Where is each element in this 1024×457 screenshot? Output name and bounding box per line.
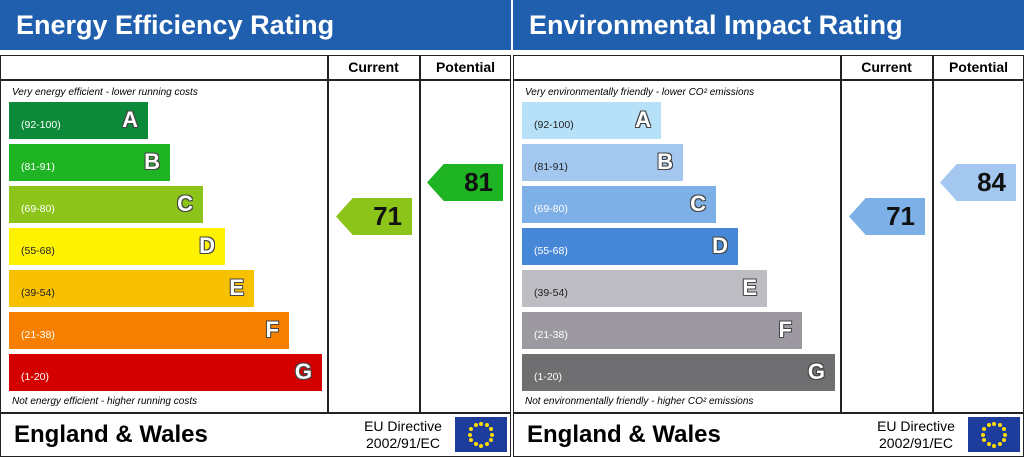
flag-star	[484, 422, 489, 427]
panel-title: Environmental Impact Rating	[513, 0, 1024, 50]
header-rule	[513, 79, 1024, 81]
rating-band: (92-100) A	[9, 102, 148, 139]
flag-star	[1001, 438, 1006, 442]
band-range: (92-100)	[534, 119, 574, 131]
col-rule	[840, 55, 842, 413]
eu-flag	[968, 417, 1020, 452]
flag-star	[992, 421, 996, 426]
flag-star	[479, 421, 483, 426]
bottom-note: Not energy efficient - higher running co…	[12, 396, 198, 407]
top-note: Very energy efficient - lower running co…	[12, 87, 198, 98]
band-letter: D	[199, 233, 215, 258]
band-letter: A	[635, 107, 651, 132]
col-rule	[327, 55, 329, 413]
flag-star	[997, 442, 1002, 447]
rating-band: (69-80) C	[9, 186, 203, 223]
rating-band: (39-54) E	[522, 270, 767, 307]
region: England & Wales	[527, 421, 721, 448]
band-range: (69-80)	[21, 203, 55, 215]
header-rule	[0, 79, 511, 81]
rating-band: (55-68) D	[522, 228, 738, 265]
flag-star	[981, 432, 985, 437]
flag-star	[479, 443, 483, 448]
band-letter: B	[657, 149, 673, 174]
rating-band: (1-20) G	[9, 354, 322, 391]
flag-star	[982, 438, 987, 442]
band-range: (81-91)	[21, 161, 55, 173]
band-range: (21-38)	[534, 329, 568, 341]
column-header: Current	[348, 59, 399, 75]
directive: 2002/91/EC	[879, 435, 953, 451]
potential-rating: 81	[427, 164, 503, 201]
current-rating: 71	[849, 198, 925, 235]
rating-band: (81-91) B	[522, 144, 683, 181]
flag-star	[490, 432, 494, 437]
footer-rule	[0, 412, 511, 414]
flag-star	[982, 427, 987, 431]
column-header: Current	[861, 59, 912, 75]
flag-star	[1003, 432, 1007, 437]
band-letter: G	[294, 359, 312, 384]
flag-star	[484, 442, 489, 447]
flag-star	[992, 443, 996, 448]
band-letter: C	[177, 191, 193, 216]
flag-star	[469, 427, 474, 431]
band-letter: E	[742, 275, 757, 300]
directive: EU Directive	[364, 418, 442, 434]
flag-star	[473, 422, 478, 427]
potential-rating: 84	[940, 164, 1016, 201]
band-range: (39-54)	[21, 287, 55, 299]
flag-star	[1001, 427, 1006, 431]
rating-band: (1-20) G	[522, 354, 835, 391]
col-rule	[932, 55, 934, 413]
band-letter: G	[807, 359, 825, 384]
column-header: Potential	[948, 59, 1009, 75]
bottom-note: Not environmentally friendly - higher CO…	[525, 396, 754, 407]
rating-band: (92-100) A	[522, 102, 661, 139]
band-letter: E	[229, 275, 244, 300]
rating-band: (21-38) F	[522, 312, 802, 349]
rating-band: (55-68) D	[9, 228, 225, 265]
band-range: (81-91)	[534, 161, 568, 173]
band-range: (21-38)	[21, 329, 55, 341]
band-range: (92-100)	[21, 119, 61, 131]
rating-band: (39-54) E	[9, 270, 254, 307]
band-letter: C	[690, 191, 706, 216]
band-letter: F	[778, 317, 792, 342]
band-range: (55-68)	[21, 245, 55, 257]
panel-title: Energy Efficiency Rating	[0, 0, 511, 50]
band-range: (55-68)	[534, 245, 568, 257]
top-note: Very environmentally friendly - lower CO…	[525, 87, 755, 98]
eu-flag	[455, 417, 507, 452]
band-letter: F	[265, 317, 279, 342]
rating-band: (69-80) C	[522, 186, 716, 223]
region: England & Wales	[14, 421, 208, 448]
col-rule	[419, 55, 421, 413]
directive: 2002/91/EC	[366, 435, 440, 451]
flag-star	[986, 442, 991, 447]
band-range: (1-20)	[21, 371, 50, 383]
flag-star	[468, 432, 472, 437]
footer-rule	[513, 412, 1024, 414]
flag-star	[473, 442, 478, 447]
band-range: (39-54)	[534, 287, 568, 299]
rating-band: (81-91) B	[9, 144, 170, 181]
column-header: Potential	[435, 59, 496, 75]
flag-star	[986, 422, 991, 427]
rating-band: (21-38) F	[9, 312, 289, 349]
band-letter: D	[712, 233, 728, 258]
band-range: (69-80)	[534, 203, 568, 215]
band-letter: B	[144, 149, 160, 174]
flag-star	[488, 427, 493, 431]
flag-star	[469, 438, 474, 442]
directive: EU Directive	[877, 418, 955, 434]
band-range: (1-20)	[534, 371, 563, 383]
flag-star	[997, 422, 1002, 427]
current-rating: 71	[336, 198, 412, 235]
flag-star	[488, 438, 493, 442]
band-letter: A	[122, 107, 138, 132]
